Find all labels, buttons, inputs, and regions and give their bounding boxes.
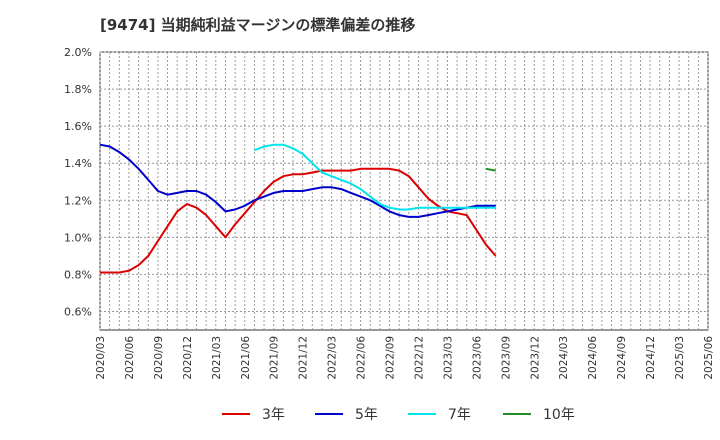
x-tick-label: 2022/06 [356,336,368,380]
x-tick-label: 2022/09 [385,336,397,380]
x-tick-label: 2024/06 [587,336,599,380]
y-tick-label: 1.0% [64,231,92,244]
x-tick-label: 2020/03 [95,336,107,380]
x-tick-label: 2025/03 [674,336,686,380]
series-line-3 [254,143,496,211]
x-tick-label: 2022/12 [413,336,425,380]
y-tick-label: 0.8% [64,268,92,281]
x-tick-label: 2020/12 [182,336,194,380]
y-tick-label: 1.8% [64,83,92,96]
y-tick-label: 2.0% [64,46,92,59]
x-tick-label: 2021/09 [269,336,281,380]
x-tick-label: 2023/09 [500,336,512,380]
series-line-4 [485,167,496,172]
x-tick-label: 2024/09 [616,336,628,380]
legend: 3年 5年 7年 10年 [222,407,575,423]
series-line-2 [99,143,496,218]
plot-frame [99,51,709,331]
y-tick-label: 1.2% [64,194,92,207]
y-tick-label: 1.4% [64,157,92,170]
x-tick-label: 2021/06 [240,336,252,380]
chart-title: [9474] 当期純利益マージンの標準偏差の推移 [100,16,416,34]
grid [99,51,709,331]
legend-label: 3年 [262,407,285,423]
x-tick-label: 2021/03 [211,336,223,380]
x-tick-label: 2020/09 [153,336,165,380]
x-tick-label: 2023/03 [442,336,454,380]
y-axis: 0.6% 0.8% 1.0% 1.2% 1.4% 1.6% 1.8% 2.0% [64,46,92,318]
x-tick-label: 2024/03 [558,336,570,380]
y-tick-label: 0.6% [64,305,92,318]
legend-label: 10年 [543,407,575,423]
x-axis: 2020/03 2020/06 2020/09 2020/12 2021/03 2021/… [95,336,715,380]
x-tick-label: 2023/12 [529,336,541,380]
x-tick-label: 2024/12 [645,336,657,380]
x-tick-label: 2023/06 [471,336,483,380]
series-line-1 [100,167,497,274]
y-tick-label: 1.6% [64,120,92,133]
x-tick-label: 2022/03 [327,336,339,380]
series-lines [99,143,497,274]
x-tick-label: 2020/06 [124,336,136,380]
x-tick-label: 2021/12 [298,336,310,380]
x-tick-label: 2025/06 [703,336,715,380]
legend-label: 5年 [355,407,378,423]
legend-label: 7年 [448,407,471,423]
